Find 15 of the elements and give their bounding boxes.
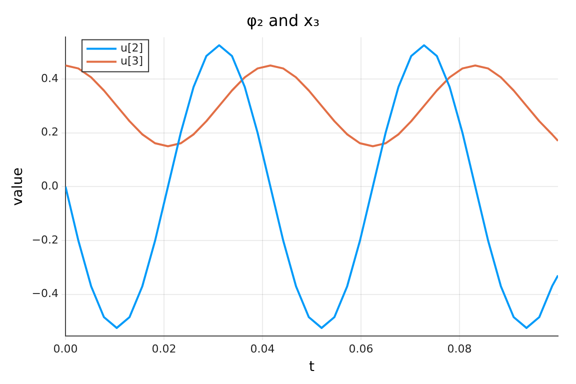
y-axis-title: value (10, 167, 26, 206)
x-tick-label: 0.04 (250, 342, 275, 356)
legend-label: u[3] (120, 54, 144, 68)
x-tick-label: 0.08 (447, 342, 472, 356)
y-tick-label: 0.0 (41, 179, 59, 192)
x-tick-label: 0.02 (152, 342, 176, 356)
y-tick-label: −0.2 (32, 233, 59, 246)
x-axis-title: t (309, 359, 316, 376)
y-tick-label: 0.4 (41, 72, 59, 85)
y-tick-label: −0.4 (32, 287, 59, 300)
chart-title: φ₂ and x₃ (246, 10, 320, 30)
x-tick-label: 0.00 (53, 342, 78, 356)
x-tick-label: 0.06 (348, 342, 374, 356)
y-tick-label: 0.2 (41, 126, 59, 139)
legend-label: u[2] (120, 42, 144, 55)
